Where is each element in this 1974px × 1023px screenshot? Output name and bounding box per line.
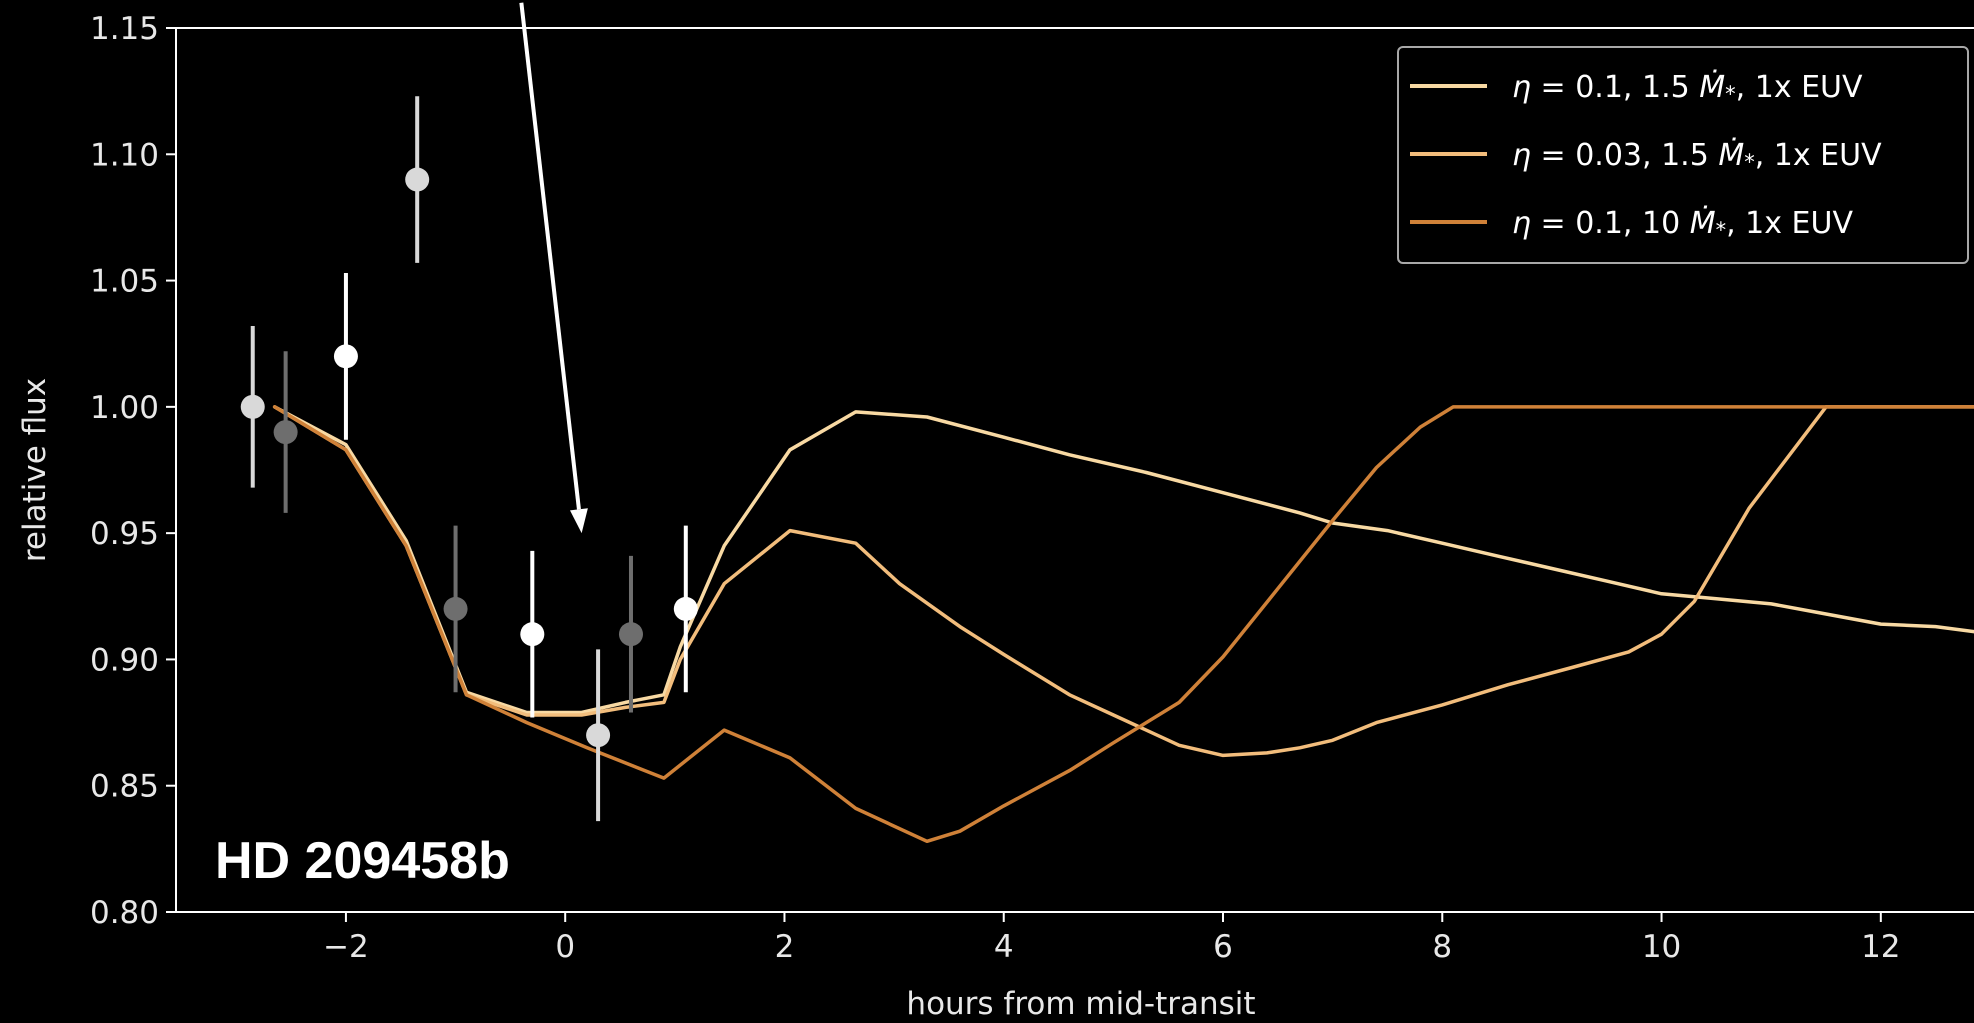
observation-points bbox=[240, 96, 698, 822]
observation-point bbox=[333, 344, 358, 369]
y-tick-label: 0.95 bbox=[90, 516, 159, 552]
x-tick-label: 10 bbox=[1642, 929, 1681, 965]
legend-mdot: Ṁ bbox=[1690, 205, 1716, 241]
legend-subscript: * bbox=[1744, 150, 1755, 174]
legend-text-part: = 0.1, 10 bbox=[1531, 206, 1690, 241]
legend-mdot: Ṁ bbox=[1718, 137, 1744, 173]
legend-subscript: * bbox=[1725, 82, 1736, 106]
arrow-shaft bbox=[519, 2, 581, 510]
series-line bbox=[272, 405, 1974, 758]
y-tick-label: 0.85 bbox=[90, 769, 159, 805]
legend-box bbox=[1397, 46, 1969, 264]
observation-point bbox=[586, 723, 611, 748]
legend-eta: η bbox=[1512, 70, 1531, 105]
observation-point bbox=[673, 596, 698, 621]
y-tick-label: 0.80 bbox=[90, 895, 159, 931]
legend-label: η = 0.1, 1.5 Ṁ*, 1x EUV bbox=[1512, 69, 1863, 106]
arrow-head bbox=[569, 508, 588, 534]
y-axis-title: relative flux bbox=[17, 378, 53, 562]
legend-label: η = 0.1, 10 Ṁ*, 1x EUV bbox=[1512, 205, 1853, 242]
y-tick-label: 1.15 bbox=[90, 11, 159, 47]
x-tick-label: 4 bbox=[994, 929, 1014, 965]
legend-text-part: , 1x EUV bbox=[1736, 70, 1863, 105]
y-tick-label: 1.05 bbox=[90, 264, 159, 300]
observation-point bbox=[443, 596, 468, 621]
legend-eta: η bbox=[1512, 138, 1531, 173]
x-tick-label: 0 bbox=[555, 929, 575, 965]
series-line bbox=[272, 405, 1974, 715]
legend-mdot: Ṁ bbox=[1699, 69, 1725, 105]
y-axis-ticks: 0.80 0.85 0.90 0.95 1.00 1.05 1.10 1.15 bbox=[90, 11, 176, 931]
series-line bbox=[272, 405, 1974, 844]
x-axis-title: hours from mid-transit bbox=[906, 986, 1255, 1022]
observation-point bbox=[273, 420, 298, 445]
legend-text-part: = 0.1, 1.5 bbox=[1531, 70, 1699, 105]
x-tick-label: 8 bbox=[1432, 929, 1452, 965]
y-tick-label: 0.90 bbox=[90, 642, 159, 678]
legend-text-part: , 1x EUV bbox=[1726, 206, 1853, 241]
legend-subscript: * bbox=[1716, 218, 1727, 242]
observation-point bbox=[520, 622, 545, 647]
x-tick-label: 12 bbox=[1861, 929, 1900, 965]
planet-name-label: HD 209458b bbox=[215, 832, 510, 890]
y-tick-label: 1.10 bbox=[90, 137, 159, 173]
legend-text-part: , 1x EUV bbox=[1755, 138, 1882, 173]
legend-eta: η bbox=[1512, 206, 1531, 241]
x-tick-label: −2 bbox=[323, 929, 369, 965]
x-axis-ticks: −2 0 2 4 6 8 10 12 bbox=[323, 912, 1901, 965]
legend-text-part: = 0.03, 1.5 bbox=[1531, 138, 1718, 173]
observation-point bbox=[618, 622, 643, 647]
annotation-arrow bbox=[519, 2, 588, 534]
x-tick-label: 6 bbox=[1213, 929, 1233, 965]
observation-point bbox=[240, 394, 265, 419]
legend-label: η = 0.03, 1.5 Ṁ*, 1x EUV bbox=[1512, 137, 1882, 174]
chart-axes bbox=[175, 27, 1974, 913]
y-tick-label: 1.00 bbox=[90, 390, 159, 426]
x-tick-label: 2 bbox=[775, 929, 795, 965]
observation-point bbox=[405, 167, 430, 192]
